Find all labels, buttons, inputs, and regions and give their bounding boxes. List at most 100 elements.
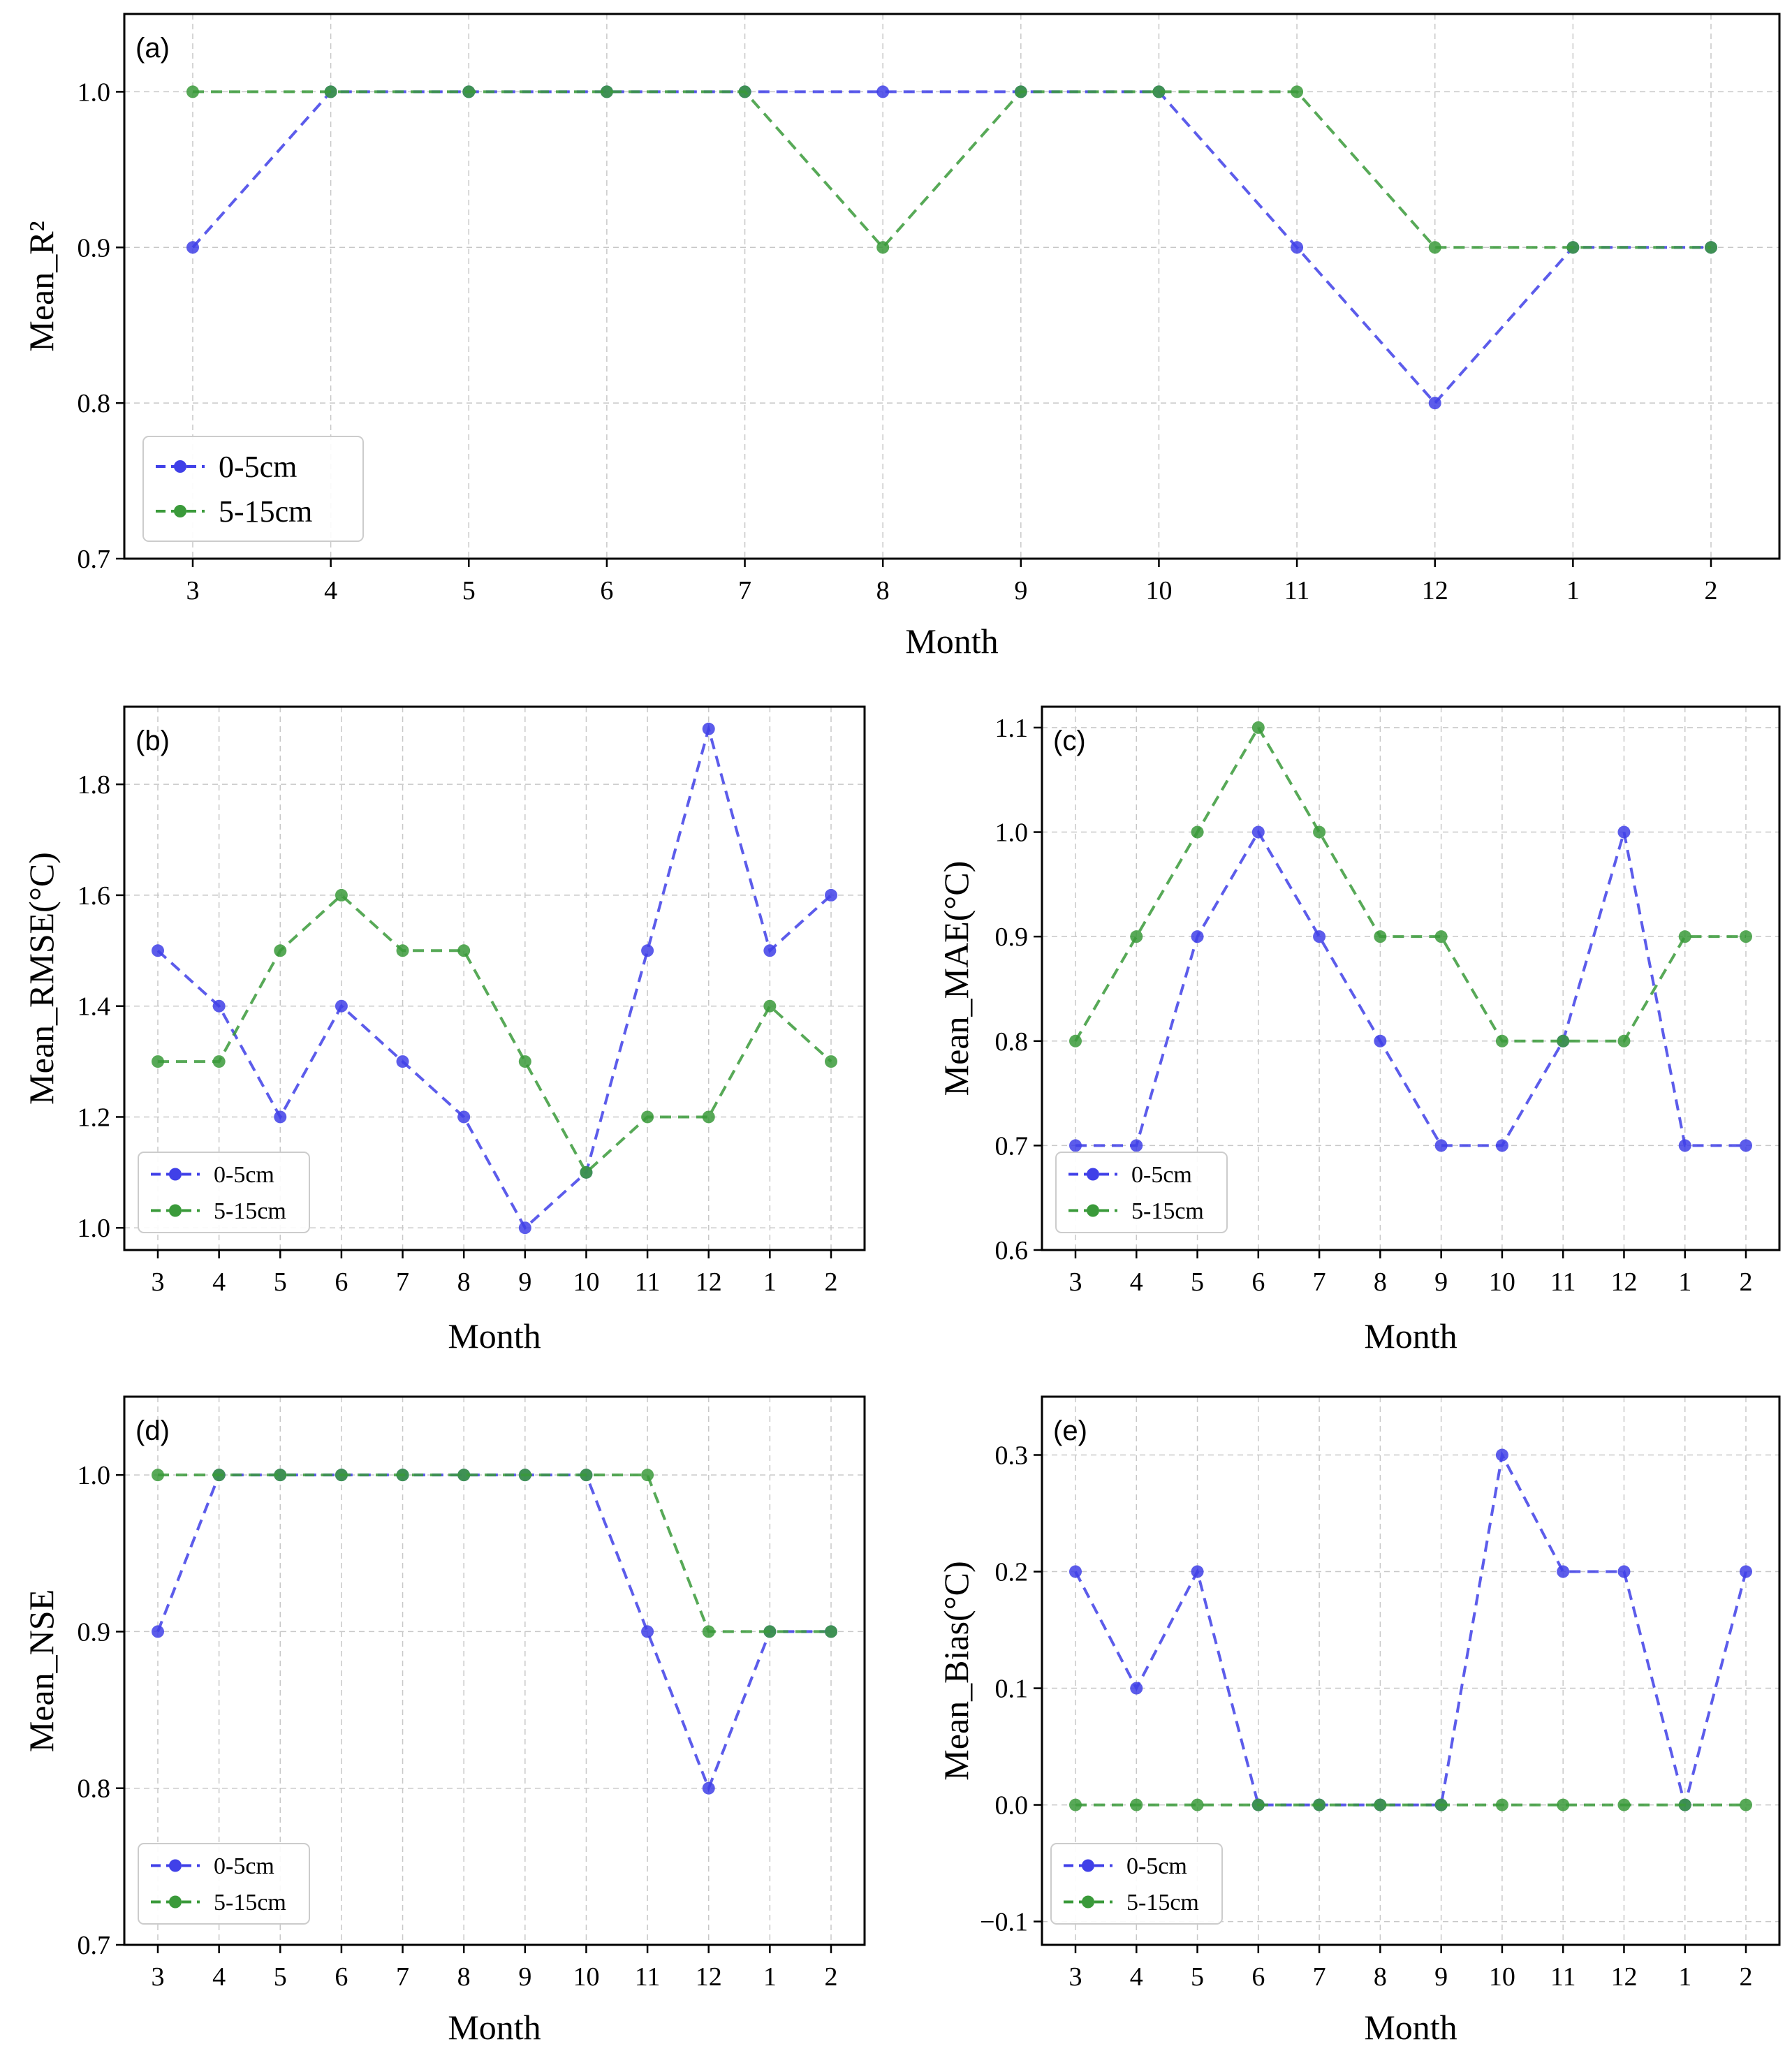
x-axis-title: Month <box>1364 1316 1457 1355</box>
data-point-depth-0-5cm <box>1434 1139 1448 1152</box>
y-tick-label: 0.6 <box>995 1236 1029 1265</box>
legend-box <box>142 436 364 542</box>
x-tick-label: 1 <box>1678 1267 1691 1297</box>
x-tick-label: 4 <box>1130 1267 1143 1297</box>
data-point-depth-0-5cm <box>518 1221 531 1235</box>
x-tick-label: 8 <box>1374 1962 1387 1992</box>
x-tick-label: 1 <box>1678 1962 1691 1992</box>
y-tick-label: 1.8 <box>78 770 111 800</box>
plot-frame <box>123 1395 866 1946</box>
chart-panel-e: 3 4 5 6 7 8 9 10 11 12 1 2−0.10.00.10.20.3MonthMean… <box>937 1395 1781 2047</box>
y-tick-label: 1.0 <box>995 818 1029 848</box>
data-point-depth-5-15cm <box>738 85 751 98</box>
data-point-depth-5-15cm <box>702 1625 715 1638</box>
x-tick-label: 4 <box>1130 1962 1143 1992</box>
x-tick-label: 4 <box>212 1267 226 1297</box>
panel-label: (a) <box>135 33 170 64</box>
chart-panel-b: 3 4 5 6 7 8 9 10 11 12 1 21.01.21.41.61.8MonthMean_… <box>22 705 866 1355</box>
legend-label: 0-5cm <box>219 450 297 484</box>
data-point-depth-5-15cm <box>1678 1798 1691 1811</box>
x-tick-label: 9 <box>1014 576 1027 605</box>
x-tick-label: 11 <box>635 1962 661 1992</box>
x-axis-title: Month <box>905 622 998 661</box>
x-tick-label: 5 <box>1191 1962 1204 1992</box>
panel-label: (d) <box>135 1416 170 1446</box>
y-axis-title: Mean_NSE <box>22 1589 61 1752</box>
y-axis-title: Mean_Bias(°C) <box>937 1561 976 1780</box>
y-tick-label: 1.0 <box>78 1461 111 1490</box>
data-point-depth-5-15cm <box>825 1625 837 1638</box>
data-point-depth-5-15cm <box>335 888 348 902</box>
plot-frame <box>1041 705 1781 1251</box>
legend-label: 0-5cm <box>1131 1162 1192 1188</box>
data-point-depth-5-15cm <box>274 1469 287 1482</box>
x-tick-label: 11 <box>1284 576 1310 605</box>
legend-marker <box>1087 1204 1099 1217</box>
data-point-depth-5-15cm <box>396 1469 409 1482</box>
x-tick-label: 12 <box>696 1267 722 1297</box>
data-point-depth-0-5cm <box>186 241 199 254</box>
y-axis-title: Mean_RMSE(°C) <box>22 852 61 1105</box>
x-tick-label: 10 <box>1489 1267 1515 1297</box>
data-point-depth-0-5cm <box>335 999 348 1013</box>
x-tick-label: 12 <box>1610 1962 1637 1992</box>
data-point-depth-5-15cm <box>641 1469 654 1482</box>
x-tick-label: 3 <box>1069 1267 1082 1297</box>
data-point-depth-0-5cm <box>702 1781 715 1795</box>
y-tick-label: 1.0 <box>78 1214 111 1243</box>
x-tick-label: 7 <box>1313 1267 1326 1297</box>
y-tick-label: 0.1 <box>995 1675 1029 1704</box>
data-point-depth-0-5cm <box>1374 1034 1387 1047</box>
x-tick-label: 10 <box>1145 576 1172 605</box>
x-tick-label: 8 <box>457 1267 471 1297</box>
data-point-depth-5-15cm <box>152 1469 164 1482</box>
legend-label: 0-5cm <box>214 1853 274 1879</box>
legend-label: 5-15cm <box>214 1198 286 1224</box>
series-line-depth-5-15cm <box>158 1473 831 1633</box>
legend-marker <box>169 1168 182 1181</box>
x-tick-label: 11 <box>1550 1267 1576 1297</box>
x-tick-label: 7 <box>1313 1962 1326 1992</box>
data-point-depth-0-5cm <box>1617 825 1631 839</box>
data-point-depth-5-15cm <box>1705 241 1717 254</box>
x-axis-title: Month <box>1364 2008 1457 2047</box>
x-tick-label: 2 <box>1740 1267 1753 1297</box>
data-point-depth-0-5cm <box>1251 825 1265 839</box>
x-tick-label: 6 <box>335 1962 348 1992</box>
data-point-depth-0-5cm <box>641 1625 654 1638</box>
data-point-depth-0-5cm <box>1495 1448 1508 1462</box>
y-tick-label: 1.4 <box>78 992 111 1022</box>
data-point-depth-5-15cm <box>1374 930 1387 943</box>
x-tick-label: 2 <box>1705 576 1718 605</box>
legend-marker <box>169 1895 182 1909</box>
data-point-depth-5-15cm <box>1374 1798 1387 1811</box>
data-point-depth-5-15cm <box>1557 1034 1570 1047</box>
x-tick-label: 5 <box>1191 1267 1204 1297</box>
x-tick-label: 7 <box>396 1267 409 1297</box>
data-point-depth-5-15cm <box>825 1055 837 1068</box>
plot-frame <box>1041 1395 1781 1946</box>
data-point-depth-5-15cm <box>1313 1798 1326 1811</box>
data-point-depth-0-5cm <box>1291 241 1304 254</box>
data-point-depth-5-15cm <box>335 1469 348 1482</box>
legend-label: 5-15cm <box>1126 1890 1199 1916</box>
series-line-depth-5-15cm <box>193 90 1711 250</box>
data-point-depth-5-15cm <box>1495 1034 1508 1047</box>
x-tick-label: 12 <box>696 1962 722 1992</box>
data-point-depth-5-15cm <box>324 85 337 98</box>
data-point-depth-5-15cm <box>1130 930 1143 943</box>
data-point-depth-5-15cm <box>457 1469 471 1482</box>
data-point-depth-5-15cm <box>1434 1798 1448 1811</box>
y-tick-label: 0.8 <box>78 389 111 418</box>
x-tick-label: 6 <box>1251 1962 1265 1992</box>
legend-label: 5-15cm <box>1131 1198 1204 1224</box>
chart-panel-c: 3 4 5 6 7 8 9 10 11 12 1 20.60.70.80.91.01.1MonthMe… <box>937 705 1781 1355</box>
y-tick-label: 0.7 <box>78 1931 111 1960</box>
data-point-depth-0-5cm <box>1495 1139 1508 1152</box>
data-point-depth-0-5cm <box>641 944 654 957</box>
data-point-depth-5-15cm <box>580 1469 593 1482</box>
chart-panel-d: 3 4 5 6 7 8 9 10 11 12 1 20.70.80.91.0MonthMean_NSE… <box>22 1395 866 2047</box>
y-axis-title: Mean_MAE(°C) <box>937 861 976 1096</box>
x-tick-label: 7 <box>396 1962 409 1992</box>
